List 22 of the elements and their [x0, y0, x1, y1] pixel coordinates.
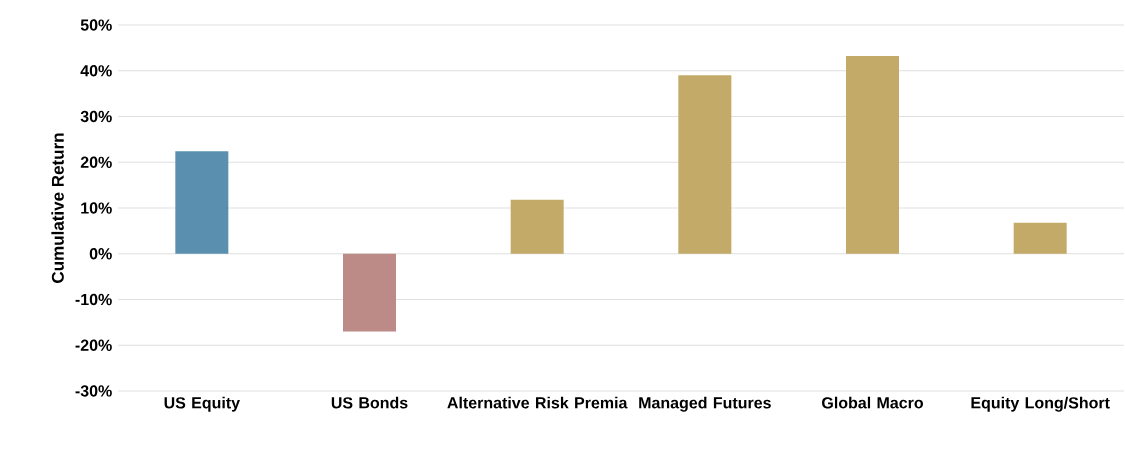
- y-tick-label: 10%: [81, 202, 112, 214]
- y-tick-label: -10%: [75, 293, 112, 306]
- x-tick-label: Managed Futures: [639, 396, 771, 412]
- bar: [510, 199, 564, 254]
- x-tick-label: Global Macro: [822, 396, 924, 409]
- y-axis-title: Cumulative Return: [51, 133, 64, 283]
- bar: [175, 151, 229, 254]
- x-tick-label: US Bonds: [331, 396, 408, 409]
- y-tick-label: 0%: [89, 248, 112, 260]
- y-tick-label: 50%: [80, 19, 112, 31]
- y-tick-label: 40%: [80, 65, 112, 77]
- x-tick-label: Alternative Risk Premia: [447, 396, 628, 409]
- bar: [678, 75, 732, 254]
- y-tick-label: 20%: [80, 156, 112, 168]
- y-tick-label: -30%: [75, 385, 112, 397]
- y-tick-label: -20%: [75, 339, 112, 351]
- bar: [846, 56, 899, 254]
- y-tick-label: 30%: [80, 110, 112, 123]
- bar: [343, 253, 396, 332]
- bar: [1013, 222, 1067, 254]
- x-tick-label: Equity Long/Short: [971, 396, 1110, 412]
- x-tick-label: US Equity: [164, 396, 240, 412]
